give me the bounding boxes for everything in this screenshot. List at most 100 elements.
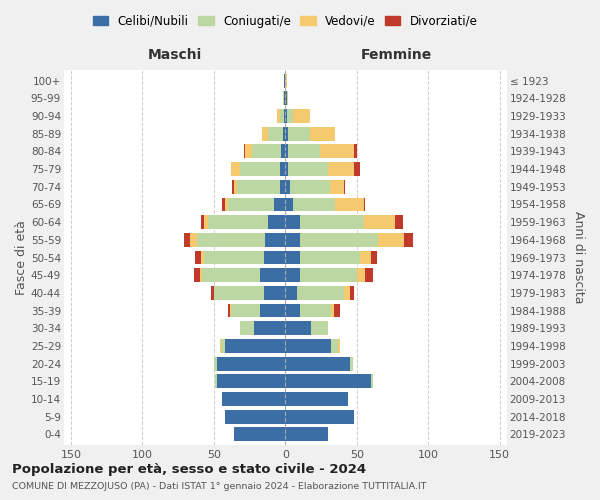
Bar [286,109,287,123]
Bar [354,162,359,176]
Bar [234,428,286,442]
Bar [196,250,201,264]
Bar [214,356,217,370]
Bar [244,144,245,158]
Bar [274,198,286,211]
Bar [184,233,190,246]
Bar [286,428,328,442]
Bar [239,162,280,176]
Bar [354,144,357,158]
Bar [253,144,281,158]
Bar [365,268,373,282]
Bar [281,144,286,158]
Bar [268,215,286,229]
Y-axis label: Fasce di età: Fasce di età [15,220,28,295]
Bar [290,180,329,194]
Bar [297,286,344,300]
Bar [286,74,287,88]
Bar [201,250,204,264]
Bar [194,268,200,282]
Bar [350,356,353,370]
Bar [299,233,378,246]
Bar [328,162,354,176]
Y-axis label: Anni di nascita: Anni di nascita [572,211,585,304]
Bar [299,304,331,318]
Bar [231,304,260,318]
Bar [311,322,328,335]
Bar [299,215,364,229]
Bar [329,180,344,194]
Bar [230,304,231,318]
Bar [286,127,288,140]
Bar [286,286,297,300]
Bar [404,233,413,246]
Bar [310,127,335,140]
Bar [204,215,208,229]
Bar [245,144,253,158]
Bar [293,198,335,211]
Bar [287,92,288,105]
Text: Femmine: Femmine [361,48,432,62]
Bar [287,109,293,123]
Bar [299,268,357,282]
Bar [204,250,264,264]
Bar [234,180,237,194]
Bar [331,339,338,353]
Bar [338,339,340,353]
Bar [286,144,288,158]
Bar [228,198,274,211]
Bar [344,286,350,300]
Bar [231,162,239,176]
Bar [283,127,286,140]
Bar [223,392,286,406]
Bar [284,74,286,88]
Bar [215,374,217,388]
Bar [260,268,286,282]
Bar [200,268,202,282]
Bar [288,127,310,140]
Legend: Celibi/Nubili, Coniugati/e, Vedovi/e, Divorziati/e: Celibi/Nubili, Coniugati/e, Vedovi/e, Di… [91,12,480,30]
Bar [221,339,226,353]
Bar [286,198,293,211]
Bar [223,198,226,211]
Bar [288,162,328,176]
Bar [239,322,254,335]
Text: Maschi: Maschi [148,48,202,62]
Bar [237,180,280,194]
Bar [277,109,280,123]
Bar [280,109,284,123]
Bar [283,92,284,105]
Bar [201,215,204,229]
Bar [260,304,286,318]
Bar [228,304,230,318]
Bar [359,250,371,264]
Bar [217,356,286,370]
Bar [286,250,299,264]
Bar [286,392,348,406]
Bar [364,198,365,211]
Bar [378,233,404,246]
Bar [286,322,311,335]
Bar [232,180,234,194]
Bar [190,233,197,246]
Bar [335,198,364,211]
Bar [331,304,334,318]
Bar [286,410,354,424]
Bar [286,339,331,353]
Bar [226,198,228,211]
Bar [254,322,286,335]
Bar [280,180,286,194]
Text: Popolazione per età, sesso e stato civile - 2024: Popolazione per età, sesso e stato civil… [12,462,366,475]
Bar [371,250,377,264]
Bar [364,215,395,229]
Bar [286,92,287,105]
Bar [286,356,350,370]
Bar [265,233,286,246]
Bar [202,268,260,282]
Bar [208,215,268,229]
Bar [286,268,299,282]
Bar [284,109,286,123]
Bar [288,144,320,158]
Bar [264,286,286,300]
Bar [344,180,346,194]
